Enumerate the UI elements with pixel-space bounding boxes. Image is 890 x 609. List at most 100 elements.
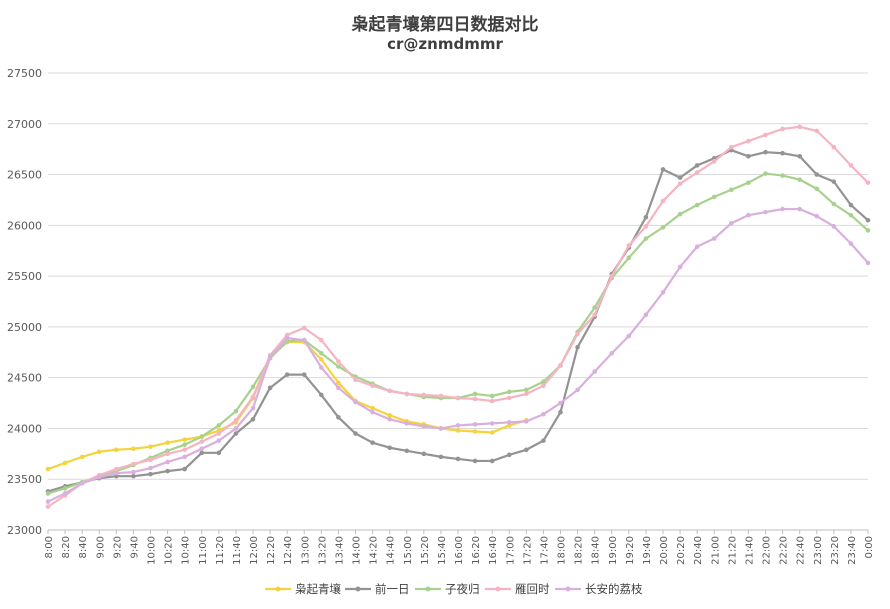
data-point bbox=[506, 420, 512, 425]
y-tick-label: 26000 bbox=[7, 219, 42, 232]
data-point bbox=[353, 377, 358, 382]
data-point bbox=[165, 451, 170, 457]
data-point bbox=[831, 201, 837, 207]
legend-label: 雁回时 bbox=[515, 582, 550, 596]
y-tick-label: 23500 bbox=[7, 473, 42, 486]
data-point bbox=[387, 388, 392, 394]
data-point bbox=[746, 153, 751, 159]
data-point bbox=[626, 333, 632, 339]
data-point bbox=[763, 171, 768, 176]
data-point bbox=[387, 417, 392, 422]
data-point bbox=[729, 187, 734, 193]
data-point bbox=[677, 175, 683, 180]
legend-label: 前一日 bbox=[375, 582, 410, 596]
x-tick-label: 15:00 bbox=[403, 536, 414, 565]
data-point bbox=[541, 411, 546, 417]
x-tick-label: 0:00 bbox=[864, 536, 875, 558]
data-point bbox=[814, 172, 820, 177]
x-tick-label: 23:20 bbox=[830, 536, 841, 565]
data-point bbox=[865, 260, 871, 266]
y-tick-label: 23000 bbox=[7, 524, 42, 537]
data-point bbox=[284, 372, 290, 377]
x-tick-label: 18:00 bbox=[557, 536, 568, 565]
data-point bbox=[455, 456, 461, 462]
data-point bbox=[524, 387, 529, 393]
data-point bbox=[626, 243, 632, 248]
x-tick-label: 10:00 bbox=[147, 536, 158, 565]
data-point bbox=[746, 138, 751, 144]
data-point bbox=[79, 454, 85, 460]
data-point bbox=[199, 450, 205, 456]
y-tick-label: 27500 bbox=[7, 67, 42, 80]
data-point bbox=[814, 128, 820, 134]
y-tick-label: 24000 bbox=[7, 422, 42, 435]
data-point bbox=[524, 447, 529, 453]
x-tick-label: 11:40 bbox=[232, 536, 243, 565]
data-point bbox=[506, 452, 512, 458]
x-tick-label: 19:20 bbox=[625, 536, 636, 565]
data-point bbox=[45, 491, 51, 496]
legend-label: 枭起青壤 bbox=[295, 582, 341, 596]
x-tick-label: 23:40 bbox=[847, 536, 858, 565]
data-point bbox=[558, 409, 563, 415]
x-tick-label: 12:20 bbox=[266, 536, 277, 565]
data-point bbox=[677, 181, 683, 186]
data-point bbox=[558, 400, 563, 406]
data-point bbox=[489, 458, 495, 464]
data-point bbox=[199, 446, 205, 452]
data-point bbox=[575, 344, 580, 350]
x-tick-label: 16:40 bbox=[488, 536, 499, 565]
x-tick-label: 16:20 bbox=[471, 536, 482, 565]
data-point bbox=[694, 163, 700, 168]
series-line-2 bbox=[47, 172, 869, 495]
x-tick-label: 19:00 bbox=[608, 536, 619, 565]
data-point bbox=[694, 170, 700, 175]
data-point bbox=[250, 384, 256, 390]
data-point bbox=[148, 471, 153, 477]
data-point bbox=[797, 124, 802, 130]
data-point bbox=[489, 393, 495, 399]
x-tick-label: 11:00 bbox=[198, 536, 209, 565]
data-point bbox=[370, 405, 375, 411]
data-point bbox=[284, 335, 290, 341]
x-tick-label: 8:20 bbox=[61, 536, 72, 558]
data-point bbox=[370, 409, 375, 415]
data-point bbox=[421, 424, 427, 429]
data-point bbox=[301, 337, 307, 343]
data-point bbox=[370, 440, 375, 445]
x-tick-label: 8:00 bbox=[44, 536, 55, 558]
x-tick-label: 22:40 bbox=[796, 536, 807, 565]
data-point bbox=[45, 499, 51, 504]
chart-subtitle: cr@znmdmmr bbox=[387, 35, 503, 53]
data-point bbox=[267, 355, 273, 360]
x-tick-label: 21:40 bbox=[744, 536, 755, 565]
data-point bbox=[643, 224, 649, 229]
series-line-0 bbox=[47, 341, 527, 471]
data-point bbox=[131, 461, 136, 467]
data-point bbox=[592, 305, 597, 310]
data-point bbox=[216, 423, 222, 428]
x-tick-label: 9:20 bbox=[112, 536, 123, 558]
x-tick-label: 11:20 bbox=[215, 536, 226, 565]
data-point bbox=[199, 434, 205, 439]
data-point bbox=[216, 431, 222, 436]
data-point bbox=[848, 202, 854, 208]
data-point bbox=[677, 264, 683, 270]
data-point bbox=[79, 480, 85, 486]
data-point bbox=[489, 398, 495, 404]
data-point bbox=[643, 312, 649, 318]
data-point bbox=[301, 372, 307, 377]
data-point bbox=[387, 445, 392, 451]
data-point bbox=[438, 454, 444, 460]
data-point bbox=[472, 391, 478, 397]
data-point bbox=[865, 217, 871, 223]
data-point bbox=[455, 395, 461, 401]
data-point bbox=[336, 364, 341, 369]
data-point bbox=[319, 337, 324, 343]
data-point bbox=[114, 470, 119, 476]
data-point bbox=[541, 438, 546, 443]
data-point bbox=[660, 167, 666, 172]
data-point bbox=[711, 159, 717, 164]
data-point bbox=[319, 350, 324, 356]
